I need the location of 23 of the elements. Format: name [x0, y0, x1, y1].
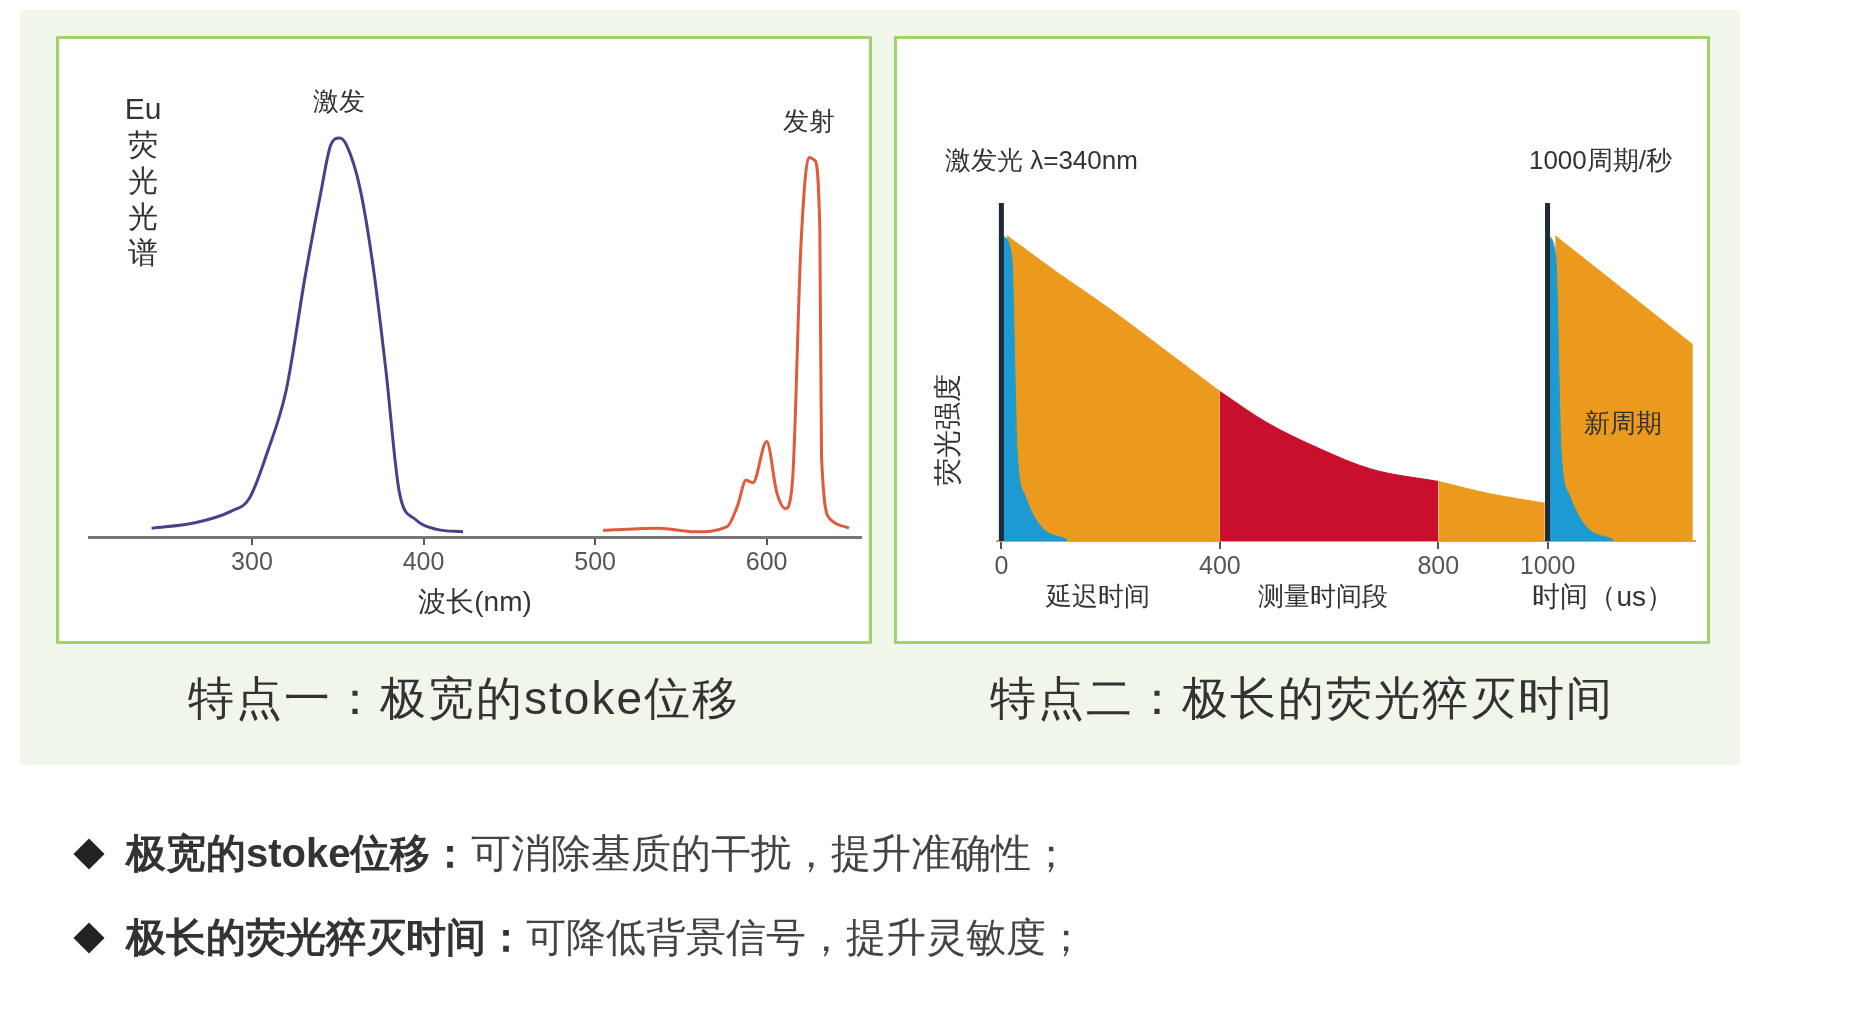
text: 测量时间段: [1258, 581, 1388, 612]
text: 极长的荧光猝灭时间：可降低背景信号，提升灵敏度；: [126, 914, 1086, 961]
x-axis-title: 波长(nm): [418, 585, 532, 617]
annotation: 新周期: [1584, 408, 1662, 439]
series-label: 发射: [782, 105, 835, 136]
text: 1000周期/秒: [1528, 145, 1672, 176]
text: 极宽的stoke位移：可消除基质的干扰，提升准确性；: [126, 830, 1071, 877]
x-tick-label: 500: [574, 546, 616, 575]
text: 特点一：极宽的stoke位移: [187, 671, 741, 726]
x-tick-label: 400: [402, 546, 445, 575]
x-tick-label: 800: [1417, 550, 1460, 579]
x-axis-title: 时间（us）: [1532, 580, 1674, 612]
text: 延迟时间: [1045, 581, 1150, 612]
y-axis-title: Eu荧光光谱: [123, 91, 163, 271]
series-label: 激发: [313, 86, 366, 117]
y-axis-title: 荧光强度: [931, 374, 963, 486]
text: 激发光 λ=340nm: [945, 145, 1138, 176]
x-tick-label: 600: [745, 546, 788, 575]
x-tick-label: 0: [994, 550, 1009, 579]
x-tick-label: 400: [1198, 550, 1241, 579]
x-tick-label: 1000: [1519, 550, 1576, 579]
text: 特点二：极长的荧光猝灭时间: [989, 671, 1615, 726]
x-tick-label: 300: [231, 546, 273, 575]
